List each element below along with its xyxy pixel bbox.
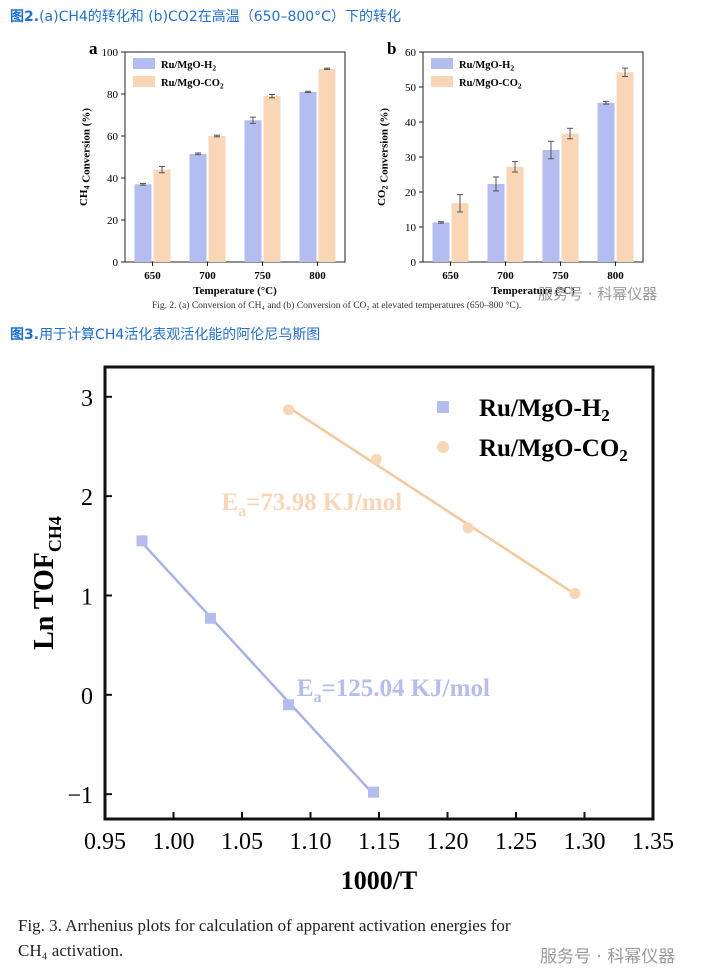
bar: [189, 153, 207, 262]
watermark-bottom: 服务号 · 科幂仪器: [540, 947, 676, 967]
data-point: [283, 404, 295, 416]
chart-b: b 0 10 20 30 40 50 60 CO2 Conversion (%) 650 700 75…: [376, 39, 644, 297]
data-point: [368, 786, 380, 798]
y-tick-label: 0: [113, 257, 119, 269]
x-tick-label: 1.30: [564, 829, 606, 855]
x-tick-label: 700: [497, 270, 514, 282]
y-tick-label: 80: [107, 89, 119, 101]
bar: [432, 222, 450, 262]
x-axis-label: 1000/T: [341, 866, 418, 895]
plot-frame: [124, 51, 346, 263]
data-point: [462, 522, 474, 534]
bar: [318, 68, 336, 262]
fig3-caption-line1: Fig. 3. Arrhenius plots for calculation …: [18, 916, 511, 935]
fig3-caption-line2: CH₄ activation.: [18, 941, 124, 960]
bar: [561, 133, 579, 262]
x-tick-label: 0.95: [84, 829, 126, 855]
y-tick-label: −1: [67, 783, 93, 809]
legend-swatch: [133, 58, 155, 69]
y-axis-label: CO2 Conversion (%): [376, 108, 390, 206]
chart-a: a 0 20 40 60 80 100 CH4 Conversion (%) 650 700 750…: [78, 39, 346, 297]
x-tick-label: 1.00: [153, 829, 195, 855]
chart-c: 0.95 1.00 1.05 1.10 1.15 1.20 1.25 1.30 1.35 −1 0 1…: [29, 365, 674, 895]
bar: [263, 96, 281, 262]
y-tick-label: 0: [81, 684, 93, 710]
bar: [542, 150, 560, 262]
panel-label: a: [89, 39, 98, 58]
x-axis-label: Temperature (°C): [491, 285, 575, 297]
fig2-heading-number: 图2.: [10, 9, 40, 25]
y-tick-label: 40: [107, 173, 119, 185]
bar: [134, 184, 152, 262]
y-tick-label: 40: [405, 117, 417, 129]
y-tick-label: 60: [405, 47, 417, 59]
legend-label: Ru/MgO-H2: [479, 395, 610, 425]
y-tick-label: 10: [405, 222, 417, 234]
legend-swatch: [431, 76, 453, 87]
panel-label: b: [387, 39, 396, 58]
fit-line: [287, 406, 576, 596]
data-point: [370, 453, 382, 465]
x-tick-label: 1.15: [358, 829, 400, 855]
bar: [451, 203, 469, 262]
data-point: [136, 535, 148, 547]
bar: [616, 72, 634, 262]
x-tick-label: 750: [552, 270, 569, 282]
bar: [299, 91, 317, 263]
y-tick-label: 0: [411, 257, 417, 269]
y-tick-label: 20: [405, 187, 417, 199]
x-tick-label: 650: [442, 270, 459, 282]
y-tick-label: 1: [81, 584, 93, 610]
legend-marker: [437, 401, 449, 413]
data-point: [204, 612, 216, 624]
bar: [487, 183, 505, 262]
fig2-heading: 图2.(a)CH4的转化和 (b)CO2在高温（650–800°C）下的转化: [10, 6, 401, 26]
bar: [597, 102, 615, 262]
legend-label: Ru/MgO-H2: [459, 60, 514, 72]
fig2-caption: Fig. 2. (a) Conversion of CH₄ and (b) Co…: [152, 301, 522, 311]
y-tick-label: 50: [405, 82, 417, 94]
fit-line: [141, 541, 375, 796]
x-tick-label: 700: [199, 270, 216, 282]
legend-swatch: [133, 76, 155, 87]
fig3-heading: 图3.用于计算CH4活化表观活化能的阿伦尼乌斯图: [10, 324, 320, 344]
bar: [506, 166, 524, 262]
x-tick-label: 800: [309, 270, 326, 282]
x-tick-label: 1.05: [221, 829, 263, 855]
x-tick-label: 750: [254, 270, 271, 282]
y-tick-label: 100: [102, 47, 119, 59]
bar: [153, 169, 171, 262]
legend-label: Ru/MgO-CO2: [479, 435, 628, 465]
fig3-heading-number: 图3.: [10, 327, 40, 343]
y-tick-label: 2: [81, 485, 93, 511]
x-axis-label: Temperature (°C): [193, 285, 277, 297]
legend-swatch: [431, 58, 453, 69]
legend-label: Ru/MgO-H2: [161, 60, 216, 72]
y-axis-label: Ln TOFCH4: [29, 516, 65, 650]
y-tick-label: 20: [107, 215, 119, 227]
activation-energy-label: Ea=73.98 KJ/mol: [221, 489, 402, 520]
watermark-top: 服务号 · 科幂仪器: [538, 285, 658, 303]
y-axis-label: CH4 Conversion (%): [78, 108, 92, 206]
x-tick-label: 1.25: [495, 829, 537, 855]
bar: [208, 136, 226, 262]
fig2-heading-text: (a)CH4的转化和 (b)CO2在高温（650–800°C）下的转化: [39, 9, 401, 25]
x-tick-label: 650: [144, 270, 161, 282]
data-point: [569, 587, 581, 599]
y-tick-label: 3: [81, 386, 93, 412]
legend-label: Ru/MgO-CO2: [161, 78, 224, 90]
bar: [244, 120, 262, 262]
data-point: [283, 699, 295, 711]
fig3-heading-text: 用于计算CH4活化表观活化能的阿伦尼乌斯图: [39, 327, 321, 343]
y-tick-label: 30: [405, 152, 417, 164]
x-tick-label: 800: [607, 270, 624, 282]
activation-energy-label: Ea=125.04 KJ/mol: [297, 675, 490, 706]
x-tick-label: 1.20: [427, 829, 469, 855]
y-tick-label: 60: [107, 131, 119, 143]
legend-label: Ru/MgO-CO2: [459, 78, 522, 90]
x-tick-label: 1.10: [290, 829, 332, 855]
x-tick-label: 1.35: [632, 829, 674, 855]
legend-marker: [437, 441, 449, 453]
